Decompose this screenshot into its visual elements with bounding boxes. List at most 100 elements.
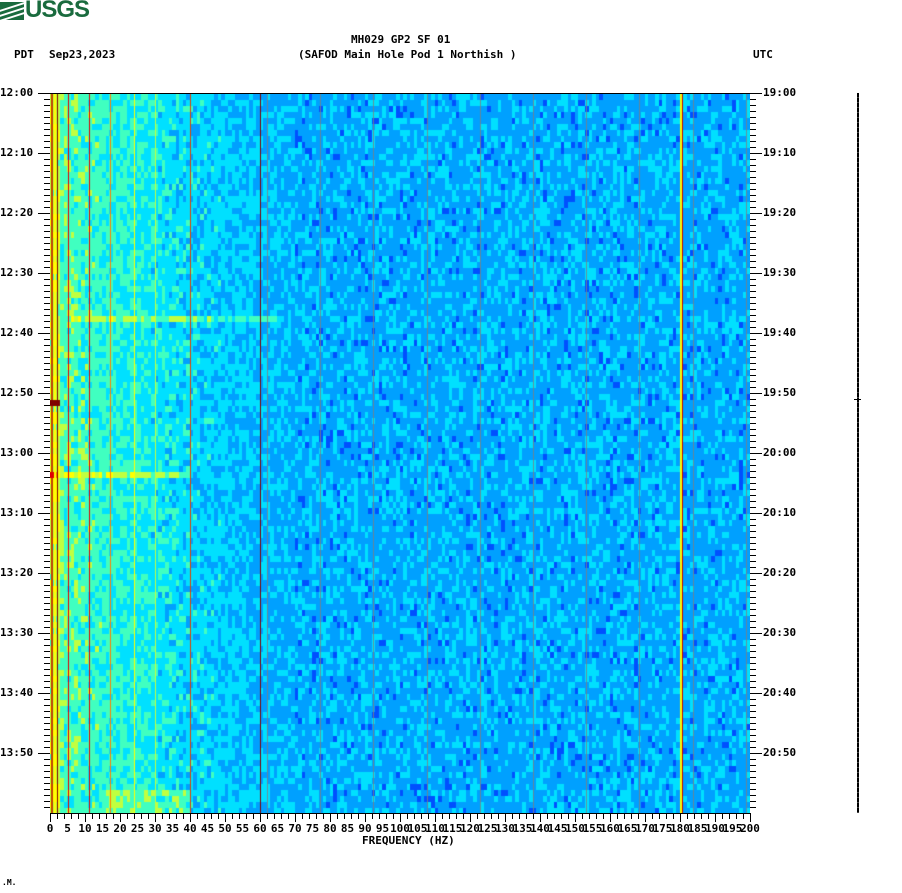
y-minor-tick	[750, 651, 756, 652]
y-minor-tick	[44, 627, 50, 628]
spectrogram-image	[50, 94, 750, 814]
x-tick-label: 130	[495, 822, 515, 835]
y-minor-tick	[44, 723, 50, 724]
x-tick	[687, 813, 688, 819]
y-minor-tick	[750, 621, 756, 622]
x-tick	[526, 813, 527, 819]
x-tick-label: 90	[358, 822, 372, 835]
y-major-tick	[750, 693, 762, 694]
y-minor-tick	[44, 189, 50, 190]
y-tick-label-utc: 19:50	[763, 386, 797, 399]
y-minor-tick	[44, 285, 50, 286]
y-minor-tick	[750, 495, 756, 496]
y-minor-tick	[750, 357, 756, 358]
x-tick	[463, 813, 464, 819]
y-minor-tick	[750, 711, 756, 712]
x-tick-label: 0	[46, 822, 54, 835]
y-minor-tick	[750, 201, 756, 202]
y-tick-label-utc: 20:30	[763, 626, 797, 639]
y-major-tick	[750, 333, 762, 334]
y-minor-tick	[44, 717, 50, 718]
chart-title: MH029 GP2 SF 01	[351, 33, 451, 46]
y-minor-tick	[750, 351, 756, 352]
y-minor-tick	[44, 585, 50, 586]
x-tick	[736, 813, 737, 819]
y-minor-tick	[750, 663, 756, 664]
x-tick-label: 165	[617, 822, 638, 835]
x-tick	[638, 813, 639, 819]
y-major-tick	[38, 93, 50, 94]
y-minor-tick	[750, 603, 756, 604]
y-minor-tick	[750, 123, 756, 124]
y-minor-tick	[44, 597, 50, 598]
x-tick-label: 125	[477, 822, 498, 835]
y-tick-label-pdt: 12:30	[0, 266, 34, 279]
y-minor-tick	[750, 783, 756, 784]
y-minor-tick	[44, 687, 50, 688]
y-minor-tick	[44, 477, 50, 478]
y-minor-tick	[750, 549, 756, 550]
y-minor-tick	[44, 405, 50, 406]
y-minor-tick	[750, 759, 756, 760]
x-tick	[379, 813, 380, 819]
x-tick	[680, 813, 681, 822]
y-minor-tick	[44, 357, 50, 358]
x-tick	[134, 813, 135, 819]
x-tick	[442, 813, 443, 819]
y-minor-tick	[750, 117, 756, 118]
seismic-trace-line	[857, 93, 859, 813]
y-minor-tick	[750, 471, 756, 472]
x-tick	[253, 813, 254, 819]
y-tick-label-pdt: 13:40	[0, 686, 34, 699]
x-tick	[596, 813, 597, 819]
x-tick	[652, 813, 653, 819]
y-minor-tick	[750, 363, 756, 364]
y-minor-tick	[44, 279, 50, 280]
y-tick-label-pdt: 12:50	[0, 386, 34, 399]
x-tick	[400, 813, 401, 822]
y-minor-tick	[44, 525, 50, 526]
y-minor-tick	[44, 621, 50, 622]
y-minor-tick	[44, 747, 50, 748]
y-minor-tick	[750, 681, 756, 682]
y-tick-label-utc: 20:20	[763, 566, 797, 579]
y-minor-tick	[44, 639, 50, 640]
y-minor-tick	[750, 477, 756, 478]
x-tick	[393, 813, 394, 819]
y-minor-tick	[750, 489, 756, 490]
x-tick	[162, 813, 163, 819]
y-minor-tick	[44, 807, 50, 808]
x-tick	[715, 813, 716, 822]
y-minor-tick	[44, 543, 50, 544]
x-tick	[232, 813, 233, 819]
y-minor-tick	[44, 501, 50, 502]
x-tick-label: 200	[740, 822, 760, 835]
y-minor-tick	[750, 339, 756, 340]
y-minor-tick	[44, 345, 50, 346]
y-minor-tick	[44, 267, 50, 268]
y-minor-tick	[750, 399, 756, 400]
y-minor-tick	[750, 405, 756, 406]
y-tick-label-utc: 20:00	[763, 446, 797, 459]
y-minor-tick	[750, 315, 756, 316]
y-minor-tick	[44, 759, 50, 760]
y-minor-tick	[750, 171, 756, 172]
y-minor-tick	[750, 501, 756, 502]
y-minor-tick	[750, 735, 756, 736]
x-tick	[603, 813, 604, 819]
y-minor-tick	[44, 129, 50, 130]
y-minor-tick	[44, 435, 50, 436]
y-minor-tick	[750, 297, 756, 298]
y-major-tick	[38, 453, 50, 454]
x-tick	[750, 813, 751, 822]
x-tick-label: 160	[600, 822, 620, 835]
x-tick	[540, 813, 541, 822]
x-tick	[491, 813, 492, 819]
y-tick-label-pdt: 12:00	[0, 86, 34, 99]
y-minor-tick	[44, 507, 50, 508]
date-label: Sep23,2023	[49, 48, 116, 61]
y-minor-tick	[750, 381, 756, 382]
y-minor-tick	[750, 303, 756, 304]
y-minor-tick	[750, 585, 756, 586]
y-minor-tick	[750, 465, 756, 466]
